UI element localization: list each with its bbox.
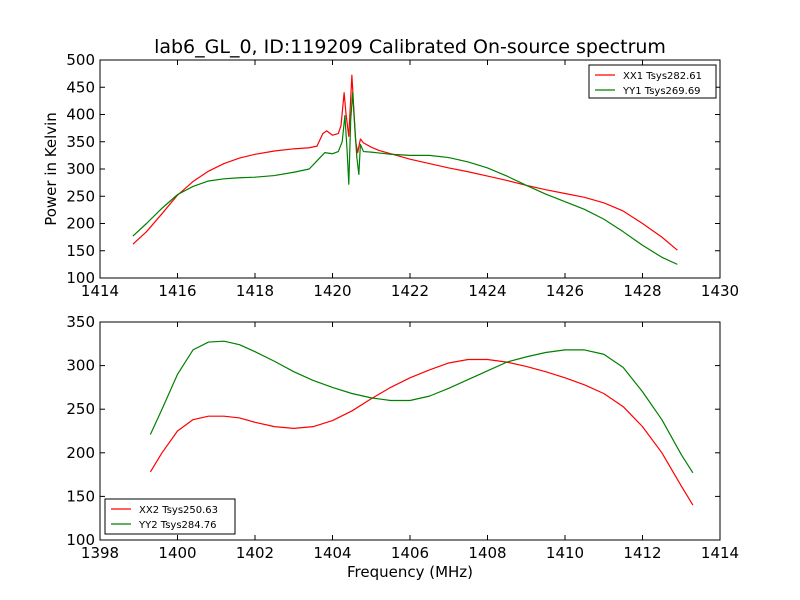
plot0-x-tick-label: 1426	[546, 282, 584, 300]
plot1-x-tick-label: 1404	[313, 544, 351, 562]
plot1-x-tick-label: 1406	[391, 544, 429, 562]
plot1-series-line-2	[149, 340, 694, 474]
plot1-y-tick-label: 150	[66, 487, 95, 505]
plot0-legend-box	[588, 64, 717, 99]
plot0-x-tick-label: 1422	[391, 282, 429, 300]
plot0-y-tick-label: 100	[66, 269, 95, 287]
plot0-x-tick-label: 1424	[468, 282, 506, 300]
plot0-y-tick-label: 250	[66, 187, 95, 205]
plot0-y-tick-label: 500	[66, 51, 95, 69]
plot1-x-tick-label: 1414	[701, 544, 739, 562]
plot0-x-tick-label: 1430	[701, 282, 739, 300]
plot0-series-line-2	[132, 92, 678, 265]
plot0-y-tick-label: 150	[66, 242, 95, 260]
bottom-plot: 1398 1400 1402 1404 1406 1408 1410 1412 1414 100 1…	[66, 313, 739, 581]
plot1-x-axis-label: Frequency (MHz)	[347, 563, 473, 581]
plot1-y-tick-label: 250	[66, 400, 95, 418]
plot1-x-tick-label: 1410	[546, 544, 584, 562]
plot1-legend-label-2: YY2 Tsys284.76	[138, 520, 217, 531]
plot1-legend-box	[104, 498, 236, 535]
plot0-x-tick-label: 1428	[623, 282, 661, 300]
plot1-x-tick-label: 1408	[468, 544, 506, 562]
plot1-x-tick-label: 1402	[236, 544, 274, 562]
top-plot: 1414 1416 1418 1420 1422 1424 1426 1428 1430 100 1…	[42, 51, 739, 300]
plot1-x-tick-label: 1412	[623, 544, 661, 562]
plot0-y-tick-label: 300	[66, 160, 95, 178]
plot1-series-line-1	[149, 358, 694, 506]
plot0-y-tick-label: 400	[66, 106, 95, 124]
plot1-y-tick-label: 300	[66, 357, 95, 375]
plot0-legend-label-2: YY1 Tsys269.69	[622, 86, 701, 97]
plot1-y-tick-label: 200	[66, 444, 95, 462]
plot0-y-tick-label: 200	[66, 215, 95, 233]
plot0-x-tick-label: 1418	[236, 282, 274, 300]
plot1-x-tick-label: 1400	[158, 544, 196, 562]
plot1-legend-label-1: XX2 Tsys250.63	[139, 505, 218, 516]
plot0-legend-label-1: XX1 Tsys282.61	[623, 71, 702, 82]
plot0-y-axis-label: Power in Kelvin	[42, 112, 60, 226]
plot0-x-tick-label: 1420	[313, 282, 351, 300]
plot1-y-tick-label: 350	[66, 313, 95, 331]
plot0-y-tick-label: 350	[66, 133, 95, 151]
plot1-y-tick-label: 100	[66, 531, 95, 549]
plot0-x-tick-label: 1416	[158, 282, 196, 300]
plot0-y-tick-label: 450	[66, 78, 95, 96]
plot0-x-tick-label: 1414	[81, 282, 119, 300]
figure-title: lab6_GL_0, ID:119209 Calibrated On-sourc…	[154, 36, 666, 58]
plot1-x-tick-label: 1398	[81, 544, 119, 562]
